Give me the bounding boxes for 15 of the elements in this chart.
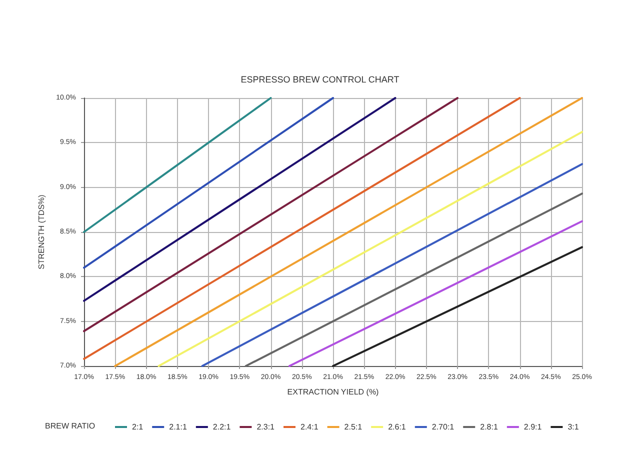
legend-label: 2.9:1 — [524, 422, 542, 432]
legend-label: 2.8:1 — [480, 422, 498, 432]
y-axis-title: STRENGTH (TDS%) — [36, 194, 46, 270]
legend-label: 2.4:1 — [300, 422, 319, 432]
legend-label: 2.3:1 — [256, 422, 276, 432]
chart-title: ESPRESSO BREW CONTROL CHART — [240, 74, 400, 84]
legend-label: 2.6:1 — [388, 422, 406, 432]
legend-title: BREW RATIO — [45, 422, 96, 430]
legend-label: 3:1 — [568, 422, 580, 432]
legend-label: 2.2:1 — [212, 422, 232, 432]
legend-label: 2.5:1 — [344, 422, 363, 432]
legend-label: 2:1 — [132, 422, 144, 432]
x-axis-title: EXTRACTION YIELD (%) — [287, 388, 380, 396]
legend-label: 2.70:1 — [432, 422, 455, 432]
legend-label: 2.1:1 — [169, 422, 188, 432]
